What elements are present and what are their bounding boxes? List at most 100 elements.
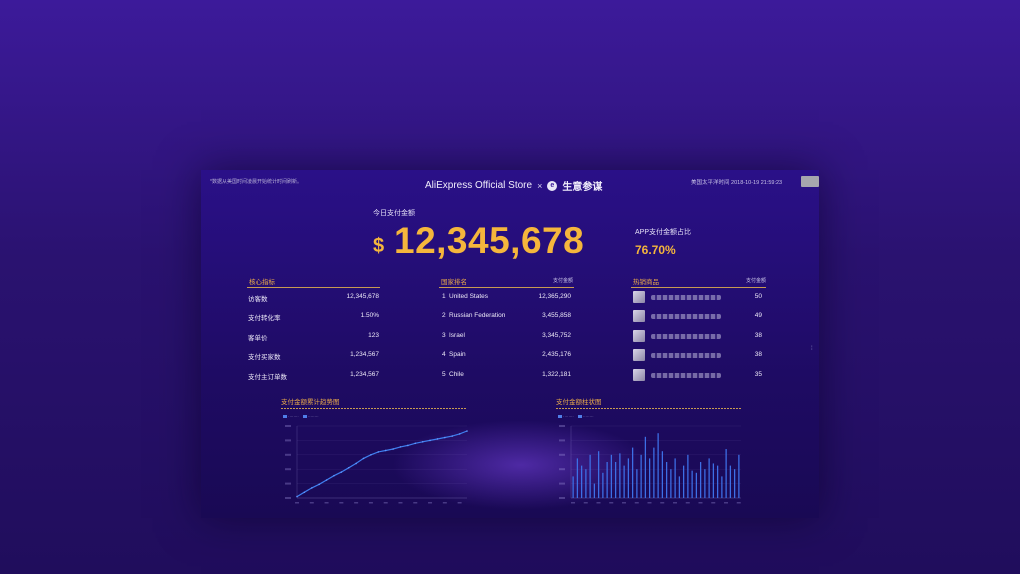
- bar: [576, 458, 579, 498]
- country-rank-number: 3: [442, 332, 446, 339]
- x-tick-label: [698, 502, 703, 504]
- metric-value: 1.50%: [360, 312, 379, 319]
- line-point: [310, 487, 313, 489]
- country-name: United States: [449, 293, 489, 300]
- bar: [733, 469, 736, 498]
- product-thumbnail[interactable]: [633, 349, 645, 361]
- metric-label: 支付主订单数: [248, 374, 287, 381]
- product-name-blurred[interactable]: [651, 373, 721, 378]
- line-point: [370, 454, 372, 456]
- y-tick-label: [285, 425, 291, 427]
- bar: [610, 454, 613, 498]
- product-thumbnail[interactable]: [633, 369, 645, 381]
- line-point: [325, 479, 328, 481]
- metric-label: 支付转化率: [248, 315, 281, 322]
- brand-logo-icon: e: [547, 180, 558, 191]
- product-thumbnail[interactable]: [633, 291, 645, 303]
- x-tick-label: [413, 502, 418, 504]
- bar: [589, 454, 591, 498]
- x-tick-label: [673, 502, 677, 504]
- bar: [716, 465, 719, 498]
- country-value: 3,345,752: [542, 332, 571, 339]
- country-name: Israel: [449, 332, 465, 339]
- metric-label: 访客数: [248, 296, 268, 303]
- bar: [708, 458, 710, 498]
- bar: [661, 451, 664, 498]
- bar: [644, 436, 647, 498]
- bar: [699, 462, 702, 498]
- x-tick-label: [634, 502, 639, 504]
- product-value: 35: [754, 371, 762, 378]
- bar: [738, 454, 740, 498]
- dashboard-screen: *数据从美国时间凌晨开始统计时间刷新。 AliExpress Official …: [201, 170, 819, 518]
- app-share-value: 76.70%: [635, 243, 676, 257]
- x-tick-label: [571, 502, 575, 504]
- section-divider: [439, 287, 574, 288]
- country-rank-title: 国家排名: [441, 279, 467, 286]
- x-tick-label: [339, 502, 344, 504]
- bar: [623, 465, 625, 498]
- bar: [572, 476, 574, 498]
- bar: [580, 465, 583, 498]
- line-point: [466, 430, 468, 432]
- line-chart: [285, 425, 468, 504]
- y-tick-label: [285, 439, 291, 442]
- product-name-blurred[interactable]: [651, 334, 721, 339]
- core-metrics-title: 核心指标: [249, 279, 275, 286]
- line-point: [444, 436, 446, 439]
- bar: [691, 470, 693, 498]
- bar-chart: [559, 425, 741, 504]
- legend-item: ········: [577, 414, 594, 419]
- product-name-blurred[interactable]: [651, 314, 721, 319]
- x-tick-label: [736, 502, 741, 504]
- country-value: 3,455,858: [542, 312, 571, 319]
- x-tick-label: [383, 502, 388, 504]
- x-tick-label: [647, 502, 652, 504]
- top-bar: *数据从美国时间凌晨开始统计时间刷新。 AliExpress Official …: [201, 170, 819, 196]
- line-point: [377, 451, 380, 453]
- line-point: [340, 471, 343, 473]
- metric-value: 12,345,678: [346, 293, 379, 300]
- bar: [682, 465, 685, 498]
- country-name: Russian Federation: [449, 312, 506, 319]
- line-point: [296, 495, 298, 498]
- x-tick-label: [295, 502, 299, 504]
- bar: [657, 433, 659, 498]
- product-value: 50: [754, 293, 762, 300]
- y-tick-label: [559, 439, 565, 442]
- line-point: [333, 474, 335, 477]
- product-name-blurred[interactable]: [651, 353, 721, 358]
- product-name-blurred[interactable]: [651, 295, 721, 300]
- y-tick-label: [559, 453, 565, 456]
- bar-chart-title: 支付金额柱状图: [556, 399, 602, 406]
- x-tick-label: [457, 502, 462, 504]
- y-tick-label: [285, 482, 291, 485]
- x-tick-label: [685, 502, 690, 504]
- bar: [712, 463, 715, 498]
- current-time: 美国太平洋时间 2018-10-19 21:59:23: [691, 180, 783, 186]
- bar: [704, 469, 706, 498]
- x-tick-label: [609, 502, 614, 504]
- y-tick-label: [559, 497, 565, 499]
- line-point: [421, 441, 424, 443]
- product-thumbnail[interactable]: [633, 310, 645, 322]
- side-handle-icon[interactable]: ⁞: [811, 346, 813, 352]
- bar: [670, 469, 672, 498]
- line-point: [429, 439, 431, 442]
- bar: [593, 483, 596, 498]
- x-tick-label: [354, 502, 359, 504]
- chart-divider: [556, 408, 741, 409]
- x-tick-label: [724, 502, 728, 504]
- hot-products-title: 热销商品: [633, 279, 659, 286]
- line-point: [303, 491, 306, 494]
- country-rank-number: 1: [442, 293, 446, 300]
- bar: [665, 462, 668, 498]
- country-rank-number: 2: [442, 312, 446, 319]
- store-name: AliExpress Official Store: [425, 180, 533, 191]
- line-series: [296, 430, 468, 498]
- x-tick-label: [660, 502, 665, 504]
- bar: [636, 469, 638, 498]
- bar: [614, 462, 617, 498]
- fullscreen-button[interactable]: [801, 176, 819, 187]
- product-thumbnail[interactable]: [633, 330, 645, 342]
